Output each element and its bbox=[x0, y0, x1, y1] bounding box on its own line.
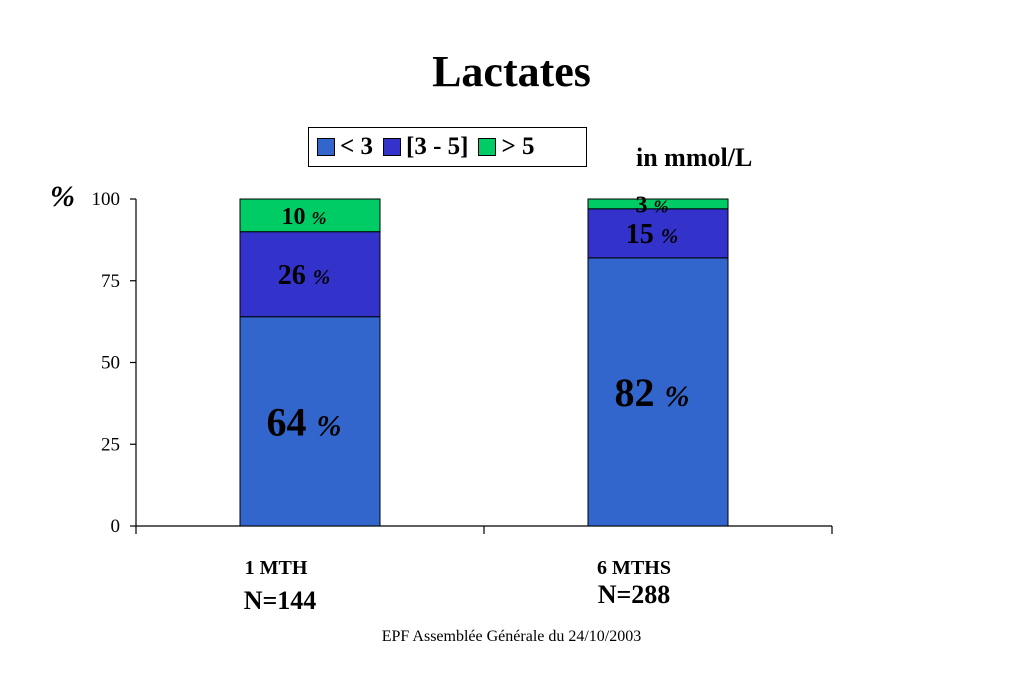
category-label: 6 MTHS bbox=[597, 557, 671, 579]
bar-segment bbox=[587, 198, 729, 210]
bar-segment bbox=[587, 208, 729, 259]
legend-label-gt5: > 5 bbox=[501, 133, 535, 160]
y-tick-label: 75 bbox=[101, 271, 120, 292]
y-tick-label: 25 bbox=[101, 434, 120, 455]
data-label: 3 % bbox=[636, 192, 669, 218]
legend-label-lt3: < 3 bbox=[340, 133, 373, 160]
y-tick-label: 50 bbox=[101, 353, 120, 374]
chart-title: Lactates bbox=[432, 47, 591, 96]
data-label: 26 % bbox=[278, 260, 331, 291]
legend-label-3-5: [3 - 5] bbox=[406, 133, 469, 160]
chart-legend: < 3 [3 - 5] > 5 bbox=[308, 127, 587, 167]
unit-note: in mmol/L bbox=[636, 143, 753, 172]
bar-segment bbox=[239, 198, 381, 233]
bar-segment bbox=[239, 316, 381, 527]
category-label: 1 MTH bbox=[245, 557, 308, 579]
data-label: 82 % bbox=[615, 370, 690, 415]
y-tick-label: 100 bbox=[92, 189, 121, 210]
bar-segment bbox=[587, 257, 729, 527]
legend-item-3-5: [3 - 5] bbox=[383, 133, 468, 161]
legend-swatch-lt3 bbox=[317, 138, 335, 156]
data-label: 64 % bbox=[267, 399, 342, 444]
legend-swatch-gt5 bbox=[478, 138, 497, 156]
bar-segment bbox=[239, 231, 381, 318]
data-label: 10 % bbox=[282, 204, 327, 230]
category-n-label: N=144 bbox=[244, 586, 317, 615]
category-n-label: N=288 bbox=[598, 580, 671, 609]
footer-text: EPF Assemblée Générale du 24/10/2003 bbox=[381, 628, 642, 645]
y-tick-label: 0 bbox=[111, 516, 121, 537]
data-label: 15 % bbox=[626, 219, 679, 250]
y-axis-label: % bbox=[50, 180, 75, 213]
legend-item-gt5: > 5 bbox=[478, 133, 534, 161]
legend-item-lt3: < 3 bbox=[317, 133, 373, 161]
legend-swatch-3-5 bbox=[383, 138, 401, 156]
